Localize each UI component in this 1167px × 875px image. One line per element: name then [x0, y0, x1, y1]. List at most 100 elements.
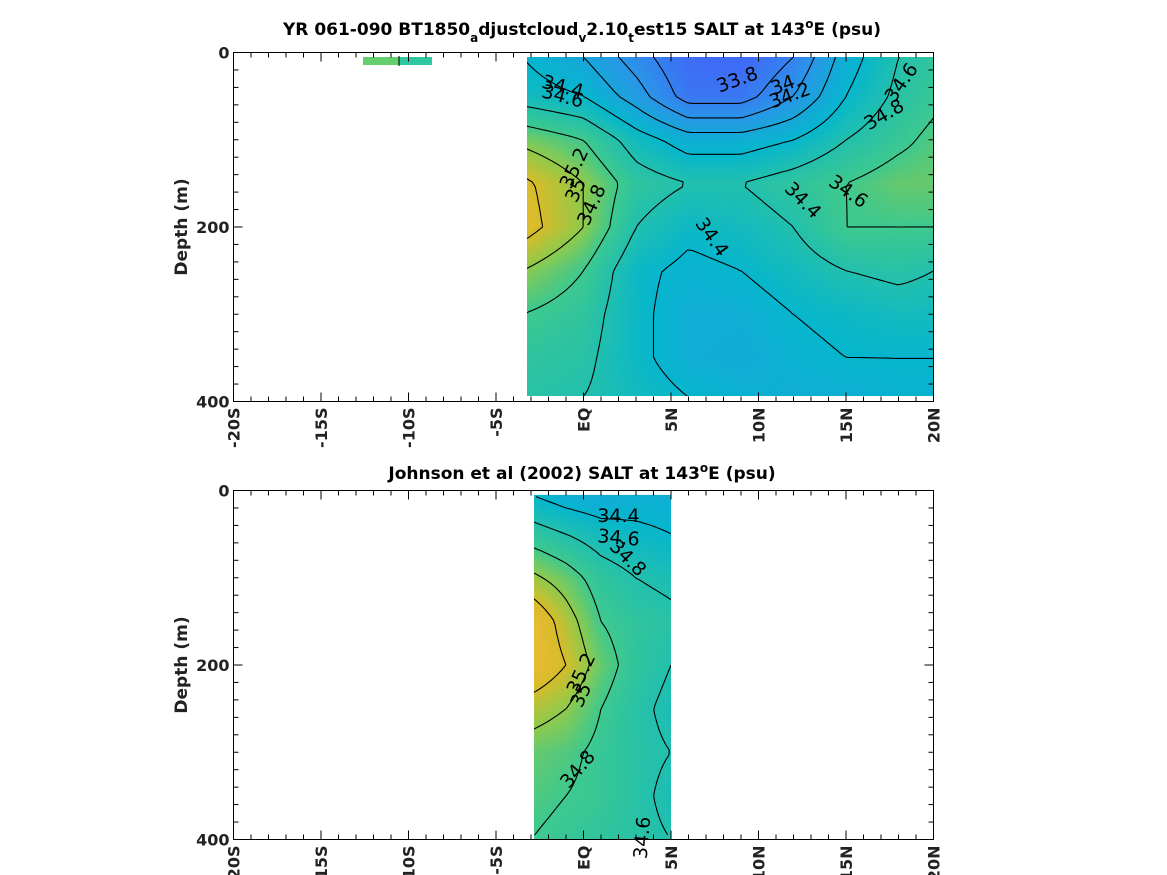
heat-cell — [861, 59, 865, 64]
heat-cell — [543, 80, 547, 85]
heat-cell — [843, 57, 847, 61]
heat-cell — [543, 95, 547, 100]
heat-cell — [831, 86, 835, 91]
heat-cell — [816, 92, 820, 97]
heat-cell — [867, 77, 871, 82]
heat-cell — [681, 57, 685, 61]
heat-cell — [621, 107, 625, 112]
heat-cell — [627, 92, 631, 97]
heat-cell — [819, 104, 823, 109]
heat-cell — [624, 68, 628, 73]
heat-cell — [738, 98, 742, 103]
heat-cell — [546, 80, 550, 85]
heat-cell — [753, 86, 757, 91]
heat-cell — [585, 57, 589, 61]
heat-cell — [552, 86, 556, 91]
heat-cell — [777, 92, 781, 97]
heat-cell — [903, 57, 907, 61]
heat-cell — [762, 59, 766, 64]
heat-cell — [558, 68, 562, 73]
heat-cell — [531, 65, 535, 70]
heat-cell — [591, 77, 595, 82]
heat-cell — [615, 107, 619, 112]
heat-cell — [783, 68, 787, 73]
heat-cell — [708, 104, 712, 109]
heat-cell — [741, 71, 745, 76]
heat-cell — [690, 62, 694, 67]
heat-cell — [633, 77, 637, 82]
heat-cell — [657, 86, 661, 91]
heat-cell — [552, 68, 556, 73]
heat-cell — [852, 71, 856, 76]
heat-cell — [651, 89, 655, 94]
heat-cell — [789, 104, 793, 109]
heat-cell — [684, 77, 688, 82]
heat-cell — [906, 59, 910, 64]
heat-cell — [609, 83, 613, 88]
heat-cell — [527, 77, 529, 82]
heat-cell — [900, 65, 904, 70]
heat-cell — [681, 101, 685, 106]
heat-cell — [627, 74, 631, 79]
heat-cell — [801, 65, 805, 70]
heat-cell — [639, 71, 643, 76]
heat-cell — [861, 98, 865, 103]
heat-cell — [597, 101, 601, 106]
heat-cell — [618, 86, 622, 91]
heat-cell — [636, 92, 640, 97]
heat-cell — [642, 83, 646, 88]
heat-cell — [822, 62, 826, 67]
heat-cell — [600, 71, 604, 76]
heat-cell — [558, 80, 562, 85]
heat-cell — [768, 68, 772, 73]
heat-cell — [831, 101, 835, 106]
heat-cell — [882, 101, 886, 106]
heat-cell — [834, 104, 838, 109]
heat-cell — [615, 83, 619, 88]
heat-cell — [696, 59, 700, 64]
heat-cell — [870, 86, 874, 91]
heat-cell — [594, 80, 598, 85]
heat-cell — [867, 89, 871, 94]
heat-cell — [645, 57, 649, 61]
heat-cell — [576, 98, 580, 103]
heat-cell — [930, 71, 933, 76]
heat-cell — [855, 65, 859, 70]
heat-cell — [705, 68, 709, 73]
heat-cell — [693, 83, 697, 88]
heat-cell — [684, 95, 688, 100]
heat-cell — [801, 62, 805, 67]
heat-cell — [870, 71, 874, 76]
heat-cell — [819, 77, 823, 82]
heat-cell — [720, 65, 724, 70]
heat-cell — [810, 57, 814, 61]
heat-cell — [843, 68, 847, 73]
heat-cell — [741, 59, 745, 64]
heat-cell — [666, 57, 670, 61]
heat-cell — [819, 98, 823, 103]
heat-cell — [855, 59, 859, 64]
heat-cell — [930, 62, 933, 67]
heat-cell — [777, 86, 781, 91]
heat-cell — [639, 95, 643, 100]
heat-cell — [720, 104, 724, 109]
heat-cell — [783, 57, 787, 61]
heat-cell — [837, 77, 841, 82]
heat-cell — [705, 104, 709, 109]
heat-cell — [828, 62, 832, 67]
heat-cell — [801, 57, 805, 61]
heat-cell — [570, 57, 574, 61]
heat-cell — [687, 74, 691, 79]
heat-cell — [795, 77, 799, 82]
heat-cell — [549, 98, 553, 103]
heat-cell — [753, 104, 757, 109]
heat-cell — [522, 105, 526, 109]
heat-cell — [573, 59, 577, 64]
heat-cell — [879, 65, 883, 70]
heat-cell — [864, 104, 868, 109]
heat-cell — [594, 104, 598, 109]
heat-cell — [840, 95, 844, 100]
heat-cell — [894, 68, 898, 73]
heat-cell — [897, 59, 901, 64]
heat-cell — [831, 92, 835, 97]
